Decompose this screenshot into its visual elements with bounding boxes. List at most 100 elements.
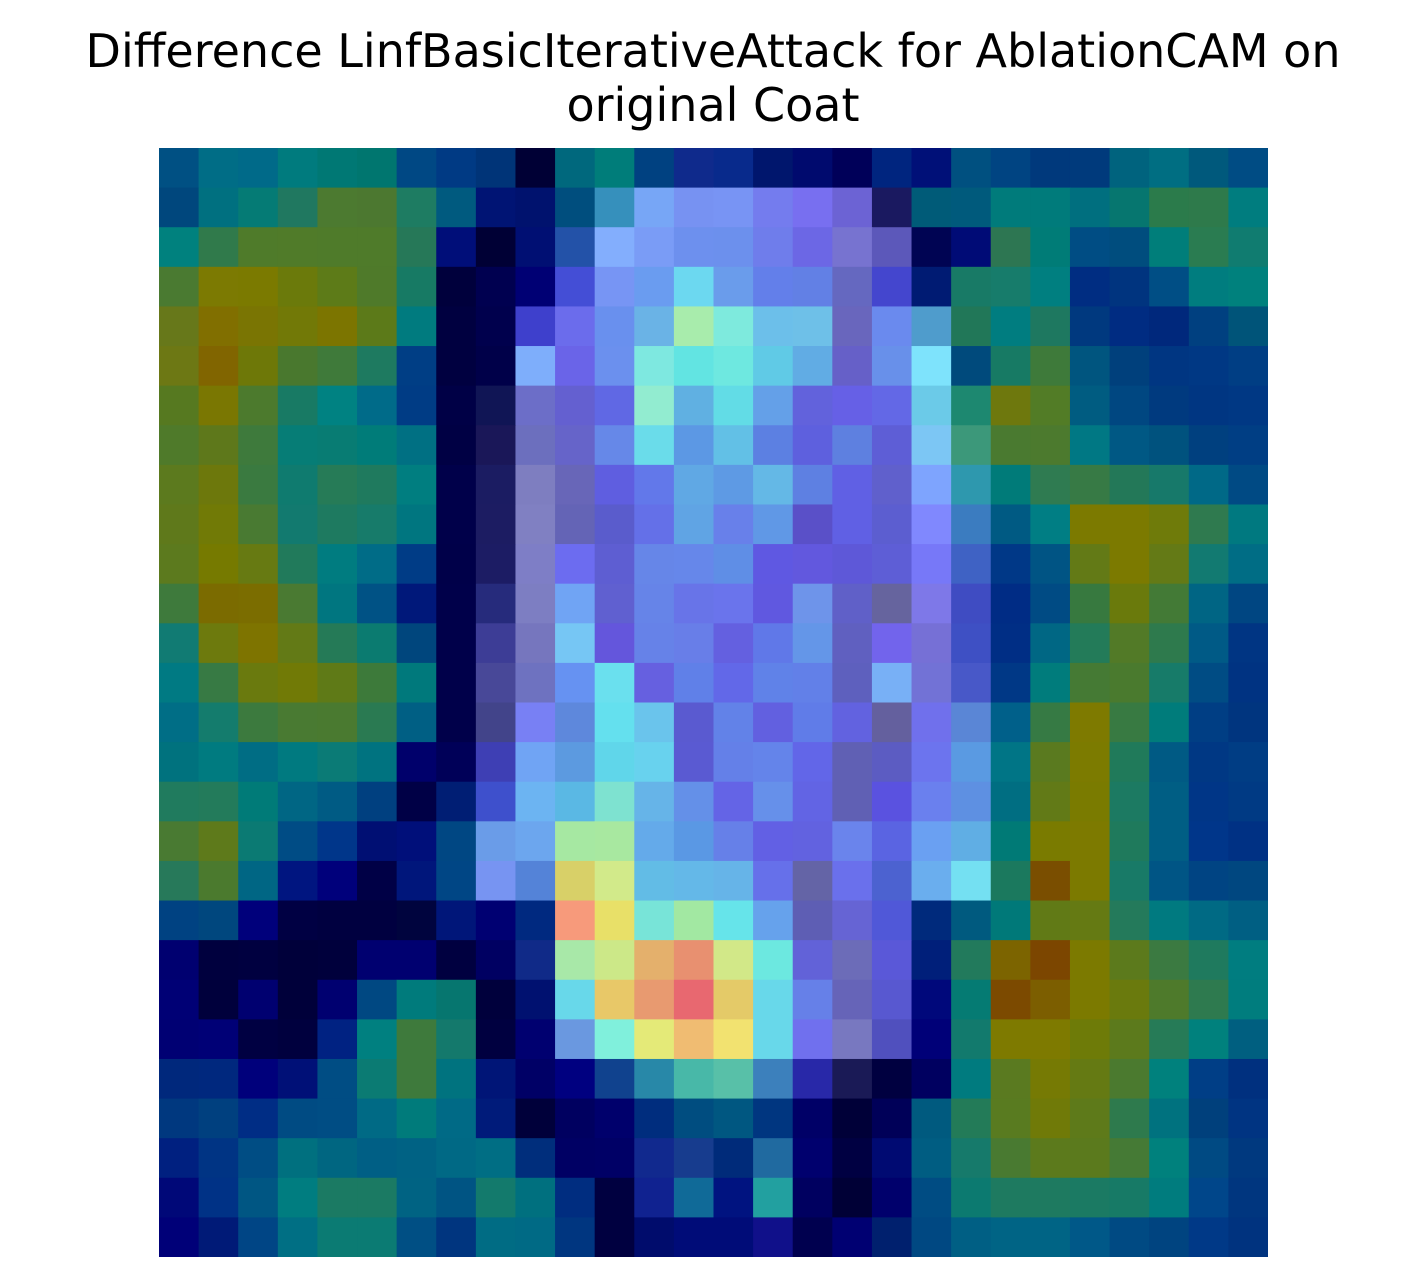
heatmap-cell-r15-c14 bbox=[713, 742, 754, 783]
heatmap-cell-r1-c27 bbox=[1228, 187, 1268, 228]
heatmap-cell-r11-c23 bbox=[1069, 583, 1111, 624]
heatmap-cell-r26-c2 bbox=[238, 1177, 279, 1218]
heatmap-cell-r7-c21 bbox=[990, 425, 1031, 466]
heatmap-cell-r11-c25 bbox=[1149, 583, 1190, 624]
heatmap-cell-r19-c15 bbox=[753, 900, 794, 941]
heatmap-cell-r10-c10 bbox=[555, 544, 596, 585]
heatmap-cell-r5-c19 bbox=[911, 346, 952, 387]
heatmap-cell-r15-c22 bbox=[1030, 742, 1071, 783]
heatmap-cell-r23-c22 bbox=[1030, 1058, 1071, 1100]
heatmap-cell-r17-c5 bbox=[357, 821, 398, 862]
heatmap-cell-r6-c13 bbox=[673, 385, 715, 426]
heatmap-cell-r21-c20 bbox=[951, 979, 992, 1020]
heatmap-cell-r20-c13 bbox=[673, 940, 715, 981]
heatmap-cell-r26-c21 bbox=[990, 1177, 1031, 1218]
heatmap-cell-r15-c7 bbox=[436, 742, 477, 783]
heatmap-cell-r7-c16 bbox=[792, 425, 833, 466]
heatmap-cell-r19-c0 bbox=[159, 900, 200, 941]
heatmap-cell-r4-c6 bbox=[396, 306, 437, 347]
heatmap-cell-r0-c17 bbox=[832, 148, 873, 189]
heatmap-cell-r21-c24 bbox=[1109, 979, 1150, 1020]
heatmap-cell-r18-c9 bbox=[515, 860, 556, 902]
heatmap-cell-r15-c0 bbox=[159, 742, 200, 783]
heatmap-cell-r13-c4 bbox=[317, 662, 358, 704]
heatmap-cell-r3-c10 bbox=[555, 266, 596, 308]
heatmap-cell-r23-c4 bbox=[317, 1058, 358, 1100]
heatmap-cell-r15-c20 bbox=[951, 742, 992, 783]
heatmap-cell-r19-c19 bbox=[911, 900, 952, 941]
heatmap-cell-r27-c26 bbox=[1188, 1217, 1229, 1257]
heatmap-cell-r27-c14 bbox=[713, 1217, 754, 1257]
heatmap-cell-r4-c1 bbox=[198, 306, 239, 347]
heatmap-cell-r15-c16 bbox=[792, 742, 833, 783]
heatmap-cell-r3-c13 bbox=[673, 266, 715, 308]
heatmap-cell-r3-c21 bbox=[990, 266, 1031, 308]
heatmap-cell-r27-c19 bbox=[911, 1217, 952, 1257]
heatmap-cell-r13-c10 bbox=[555, 662, 596, 704]
heatmap-cell-r3-c11 bbox=[594, 266, 635, 308]
heatmap-cell-r9-c10 bbox=[555, 504, 596, 545]
heatmap-cell-r14-c1 bbox=[198, 702, 239, 743]
heatmap-cell-r21-c2 bbox=[238, 979, 279, 1020]
heatmap-cell-r19-c1 bbox=[198, 900, 239, 941]
heatmap-cell-r12-c7 bbox=[436, 623, 477, 664]
heatmap-cell-r3-c25 bbox=[1149, 266, 1190, 308]
heatmap-cell-r24-c18 bbox=[871, 1098, 913, 1139]
heatmap-cell-r26-c8 bbox=[475, 1177, 517, 1218]
heatmap-cell-r13-c22 bbox=[1030, 662, 1071, 704]
heatmap-cell-r26-c23 bbox=[1069, 1177, 1111, 1218]
heatmap-cell-r2-c8 bbox=[475, 227, 517, 268]
heatmap-cell-r19-c3 bbox=[277, 900, 319, 941]
chart-title: Difference LinfBasicIterativeAttack for … bbox=[0, 24, 1426, 132]
heatmap-cell-r21-c16 bbox=[792, 979, 833, 1020]
heatmap-cell-r10-c19 bbox=[911, 544, 952, 585]
heatmap-cell-r9-c4 bbox=[317, 504, 358, 545]
heatmap-cell-r24-c27 bbox=[1228, 1098, 1268, 1139]
heatmap-cell-r5-c22 bbox=[1030, 346, 1071, 387]
heatmap-cell-r21-c4 bbox=[317, 979, 358, 1020]
heatmap-cell-r11-c8 bbox=[475, 583, 517, 624]
heatmap-cell-r14-c8 bbox=[475, 702, 517, 743]
heatmap-cell-r2-c9 bbox=[515, 227, 556, 268]
heatmap-cell-r17-c23 bbox=[1069, 821, 1111, 862]
heatmap-cell-r12-c6 bbox=[396, 623, 437, 664]
heatmap-cell-r27-c15 bbox=[753, 1217, 794, 1257]
heatmap-cell-r4-c10 bbox=[555, 306, 596, 347]
heatmap-cell-r1-c13 bbox=[673, 187, 715, 228]
heatmap-cell-r5-c14 bbox=[713, 346, 754, 387]
heatmap-cell-r4-c26 bbox=[1188, 306, 1229, 347]
heatmap-cell-r21-c17 bbox=[832, 979, 873, 1020]
heatmap-cell-r25-c6 bbox=[396, 1138, 437, 1179]
heatmap-cell-r16-c12 bbox=[634, 781, 675, 822]
heatmap-cell-r5-c18 bbox=[871, 346, 913, 387]
heatmap-cell-r9-c3 bbox=[277, 504, 319, 545]
heatmap-cell-r20-c10 bbox=[555, 940, 596, 981]
heatmap-cell-r1-c9 bbox=[515, 187, 556, 228]
heatmap-cell-r8-c16 bbox=[792, 464, 833, 506]
heatmap-cell-r20-c20 bbox=[951, 940, 992, 981]
heatmap-cell-r25-c9 bbox=[515, 1138, 556, 1179]
heatmap-cell-r1-c0 bbox=[159, 187, 200, 228]
heatmap-cell-r24-c21 bbox=[990, 1098, 1031, 1139]
heatmap-cell-r25-c2 bbox=[238, 1138, 279, 1179]
heatmap-cell-r10-c26 bbox=[1188, 544, 1229, 585]
heatmap-cell-r10-c25 bbox=[1149, 544, 1190, 585]
heatmap-cell-r20-c9 bbox=[515, 940, 556, 981]
heatmap-cell-r19-c26 bbox=[1188, 900, 1229, 941]
heatmap-cell-r22-c16 bbox=[792, 1019, 833, 1060]
heatmap-cell-r25-c20 bbox=[951, 1138, 992, 1179]
heatmap-cell-r0-c8 bbox=[475, 148, 517, 189]
heatmap-cell-r0-c7 bbox=[436, 148, 477, 189]
heatmap-cell-r16-c20 bbox=[951, 781, 992, 822]
heatmap-cell-r17-c22 bbox=[1030, 821, 1071, 862]
heatmap-cell-r4-c19 bbox=[911, 306, 952, 347]
heatmap-cell-r10-c0 bbox=[159, 544, 200, 585]
heatmap-cell-r24-c3 bbox=[277, 1098, 319, 1139]
heatmap-cell-r2-c26 bbox=[1188, 227, 1229, 268]
heatmap-cell-r15-c17 bbox=[832, 742, 873, 783]
heatmap-cell-r9-c5 bbox=[357, 504, 398, 545]
heatmap-cell-r15-c24 bbox=[1109, 742, 1150, 783]
heatmap-cell-r14-c10 bbox=[555, 702, 596, 743]
heatmap-cell-r19-c22 bbox=[1030, 900, 1071, 941]
heatmap-cell-r17-c15 bbox=[753, 821, 794, 862]
